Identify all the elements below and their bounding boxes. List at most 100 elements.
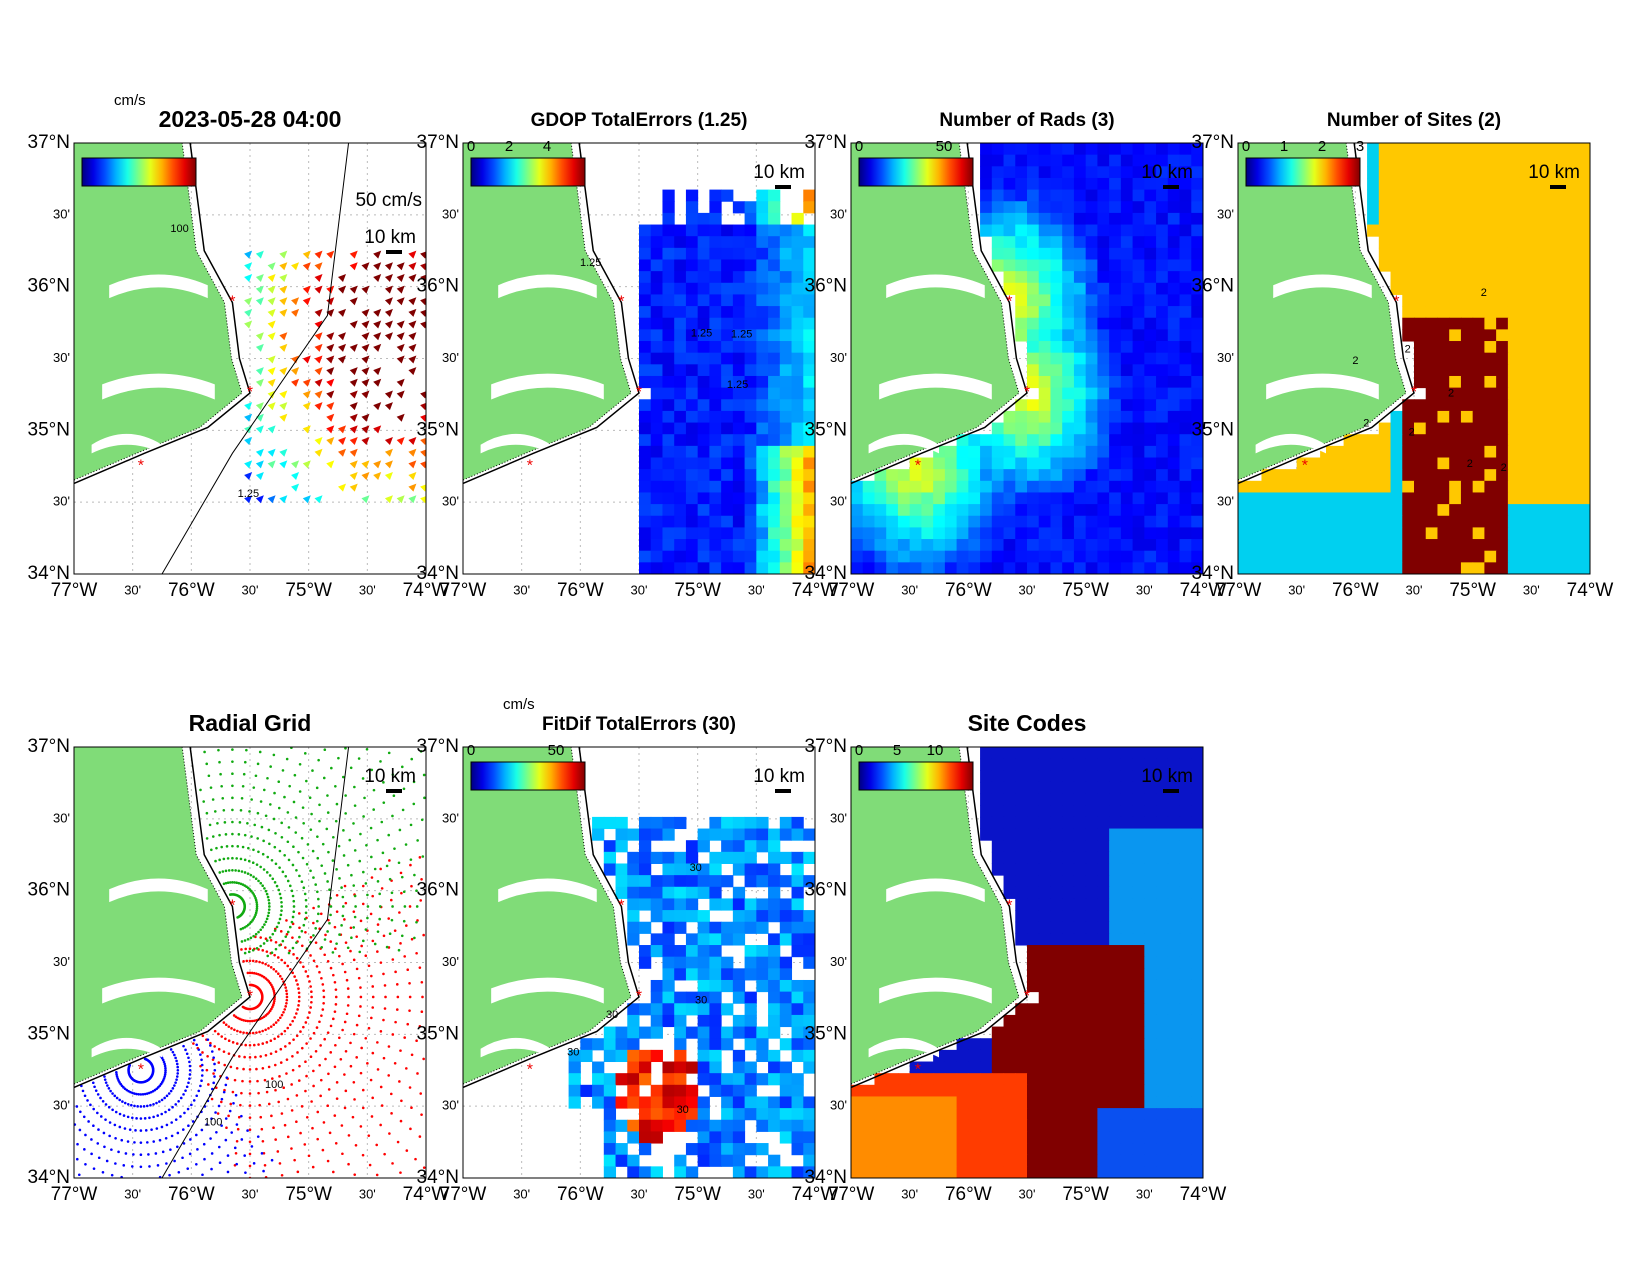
radial-grid-point bbox=[361, 777, 365, 780]
grid-cell bbox=[1425, 422, 1438, 435]
grid-cell bbox=[1144, 1026, 1157, 1039]
grid-cell bbox=[1109, 504, 1122, 517]
grid-cell bbox=[1578, 212, 1590, 226]
radial-grid-point bbox=[269, 1025, 273, 1028]
grid-cell bbox=[721, 375, 734, 389]
radial-grid-point bbox=[259, 800, 263, 803]
sound bbox=[91, 433, 162, 454]
grid-cell bbox=[744, 515, 757, 528]
radial-grid-point bbox=[343, 1020, 347, 1024]
grid-cell bbox=[1566, 166, 1579, 179]
radial-grid-point bbox=[213, 1062, 216, 1066]
grid-cell bbox=[1097, 539, 1110, 552]
radial-grid-point bbox=[126, 1115, 130, 1119]
grid-cell bbox=[1425, 259, 1438, 272]
grid-cell bbox=[1109, 875, 1122, 888]
grid-cell bbox=[639, 1131, 652, 1144]
radial-grid-point bbox=[276, 1150, 280, 1153]
radial-grid-point bbox=[226, 1170, 230, 1174]
grid-cell bbox=[909, 1096, 922, 1109]
grid-cell bbox=[756, 387, 769, 400]
grid-cell bbox=[721, 224, 734, 237]
grid-cell bbox=[756, 445, 769, 459]
grid-cell bbox=[791, 282, 804, 295]
grid-cell bbox=[732, 851, 746, 864]
radial-grid-point bbox=[276, 956, 280, 959]
grid-cell bbox=[1132, 224, 1145, 237]
grid-cell bbox=[768, 898, 781, 911]
grid-cell bbox=[685, 399, 699, 412]
grid-cell bbox=[1402, 527, 1415, 540]
grid-cell bbox=[1038, 793, 1051, 806]
current-vector bbox=[326, 250, 335, 259]
radial-grid-point bbox=[409, 1127, 412, 1131]
grid-cell bbox=[1050, 991, 1063, 1004]
grid-cell bbox=[1109, 562, 1122, 574]
radial-grid-point bbox=[380, 887, 384, 890]
grid-cell bbox=[1097, 758, 1110, 771]
grid-cell bbox=[756, 1038, 769, 1051]
grid-cell bbox=[1425, 212, 1438, 226]
grid-cell bbox=[768, 515, 781, 528]
radial-grid-point bbox=[210, 1167, 213, 1171]
grid-cell bbox=[697, 828, 710, 841]
grid-cell bbox=[1554, 143, 1568, 156]
grid-cell bbox=[615, 1038, 628, 1051]
grid-cell bbox=[732, 921, 746, 934]
colorbar bbox=[470, 157, 586, 187]
grid-cell bbox=[1179, 445, 1192, 459]
current-vector bbox=[255, 250, 264, 259]
radial-grid-point bbox=[191, 1120, 195, 1123]
grid-cell bbox=[1425, 375, 1438, 389]
grid-cell bbox=[709, 422, 722, 435]
radial-grid-point bbox=[419, 1092, 423, 1095]
grid-cell bbox=[1097, 770, 1110, 783]
grid-cell bbox=[639, 875, 652, 888]
radial-grid-point bbox=[263, 923, 266, 926]
radial-grid-point bbox=[380, 1104, 384, 1107]
radial-grid-point bbox=[309, 935, 313, 939]
radial-grid-point bbox=[397, 861, 401, 865]
grid-cell bbox=[756, 364, 769, 377]
radial-grid-point bbox=[259, 881, 263, 885]
radial-grid-point bbox=[310, 812, 313, 816]
grid-cell bbox=[1015, 434, 1028, 447]
grid-cell bbox=[1003, 840, 1016, 853]
grid-cell bbox=[944, 504, 958, 517]
grid-cell bbox=[933, 539, 946, 552]
grid-cell bbox=[1038, 898, 1051, 911]
grid-cell bbox=[1437, 550, 1450, 563]
radial-grid-point bbox=[224, 881, 228, 885]
radial-grid-point bbox=[421, 855, 425, 858]
grid-cell bbox=[1062, 758, 1075, 771]
grid-cell bbox=[968, 1084, 981, 1097]
grid-cell bbox=[1425, 294, 1438, 307]
grid-cell bbox=[1132, 399, 1145, 412]
grid-cell bbox=[721, 1073, 734, 1086]
grid-cell bbox=[1132, 1084, 1145, 1097]
radial-grid-point bbox=[240, 1018, 243, 1021]
grid-cell bbox=[991, 1061, 1005, 1074]
radial-grid-point bbox=[340, 924, 343, 927]
radial-grid-point bbox=[267, 1065, 271, 1069]
grid-cell bbox=[1460, 504, 1474, 517]
radial-grid-point bbox=[320, 864, 324, 867]
grid-cell bbox=[1496, 387, 1509, 400]
radial-grid-point bbox=[390, 918, 394, 922]
grid-cell bbox=[650, 387, 663, 400]
radial-grid-point bbox=[288, 949, 291, 953]
radial-grid-point bbox=[391, 905, 394, 908]
grid-cell bbox=[1015, 1061, 1028, 1074]
grid-cell bbox=[1320, 492, 1333, 505]
grid-cell bbox=[1144, 154, 1157, 167]
grid-cell bbox=[1085, 886, 1098, 899]
grid-cell bbox=[886, 515, 899, 528]
radial-grid-point bbox=[410, 937, 414, 941]
grid-cell bbox=[639, 341, 652, 354]
radial-grid-point bbox=[237, 833, 241, 836]
grid-cell bbox=[1519, 527, 1532, 540]
radial-grid-point bbox=[272, 1023, 276, 1027]
grid-cell bbox=[1027, 410, 1040, 424]
grid-cell bbox=[639, 956, 652, 969]
grid-cell bbox=[768, 851, 781, 864]
